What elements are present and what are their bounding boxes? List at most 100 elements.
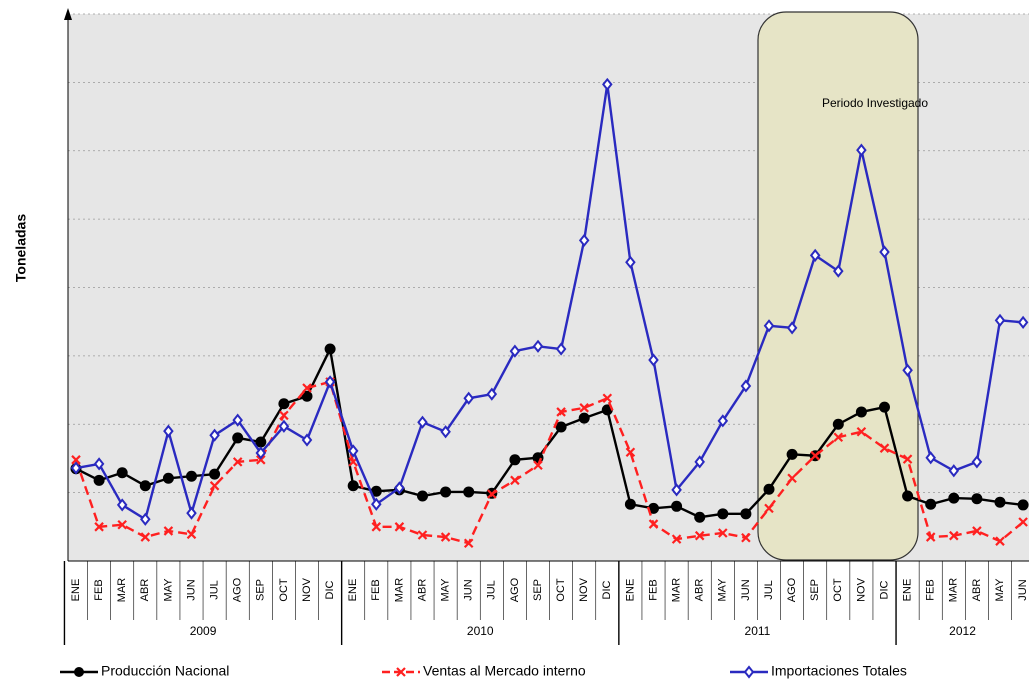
point — [902, 363, 913, 377]
point — [347, 444, 359, 458]
x-tick-label: JUN — [463, 579, 475, 600]
point — [879, 443, 890, 453]
point — [902, 490, 914, 502]
x-tick-label: JUL — [486, 580, 498, 600]
x-tick-label: SEP — [532, 579, 544, 601]
x-tick-label: MAY — [717, 578, 729, 602]
point — [786, 321, 798, 335]
x-tick-label: MAR — [116, 578, 128, 603]
point — [555, 342, 567, 356]
x-tick-label: JUL — [209, 580, 221, 600]
legend-item: Ventas al Mercado interno — [382, 663, 586, 679]
point — [186, 470, 197, 482]
x-tick-label: OCT — [278, 578, 290, 602]
point — [140, 532, 151, 542]
x-tick-label: MAR — [671, 578, 683, 603]
point — [394, 522, 405, 532]
point — [602, 393, 613, 404]
point — [71, 455, 81, 465]
point — [486, 387, 498, 401]
point — [532, 339, 544, 353]
point — [209, 468, 221, 480]
point — [718, 528, 728, 538]
point — [740, 508, 752, 520]
annotation: Periodo Investigado — [822, 96, 928, 110]
x-tick-label: FEB — [93, 579, 105, 600]
x-tick-label: MAY — [994, 578, 1006, 602]
point — [925, 498, 937, 510]
point — [232, 413, 243, 427]
point — [533, 460, 543, 471]
legend-item: Producción Nacional — [60, 663, 229, 679]
point — [717, 508, 729, 520]
x-tick-label: NOV — [578, 577, 590, 602]
point — [763, 483, 775, 495]
point — [394, 481, 405, 495]
point — [948, 492, 960, 504]
point — [255, 436, 267, 448]
point — [694, 511, 706, 523]
legend-label: Ventas al Mercado interno — [423, 663, 586, 679]
x-tick-label: FEB — [647, 579, 659, 600]
x-tick-label: AGO — [786, 577, 798, 602]
point — [417, 490, 428, 502]
point — [370, 485, 382, 497]
point — [809, 248, 821, 262]
point — [440, 486, 452, 498]
group-label: 2009 — [190, 624, 217, 638]
group-label: 2012 — [949, 624, 976, 638]
x-tick-label: DIC — [878, 580, 890, 599]
point — [787, 473, 797, 484]
legend-marker — [74, 667, 84, 677]
point — [624, 498, 636, 510]
x-tick-label: ENE — [347, 579, 359, 602]
point — [995, 536, 1005, 546]
point — [162, 472, 174, 484]
point — [948, 464, 960, 478]
point — [1018, 517, 1028, 527]
point — [186, 529, 197, 540]
point — [741, 532, 751, 543]
point — [1017, 315, 1029, 329]
x-tick-label: ABR — [971, 579, 983, 602]
point — [324, 343, 336, 355]
x-tick-label: NOV — [301, 577, 313, 602]
y-axis-arrow — [64, 8, 72, 20]
group-label: 2010 — [467, 624, 494, 638]
x-tick-label: JUN — [740, 579, 752, 600]
point — [255, 446, 267, 460]
point — [302, 383, 312, 393]
point — [671, 500, 683, 512]
point — [810, 450, 820, 461]
point — [140, 512, 151, 526]
point — [856, 143, 867, 157]
point — [555, 421, 567, 433]
point — [163, 526, 174, 536]
point — [117, 519, 127, 530]
point — [209, 428, 220, 442]
point — [463, 486, 475, 498]
point — [832, 418, 844, 430]
x-tick-label: MAY — [440, 578, 452, 602]
point — [971, 455, 983, 469]
point — [301, 390, 313, 402]
y-axis-label: Toneladas — [13, 214, 29, 282]
point — [509, 344, 521, 358]
point — [879, 245, 890, 259]
point — [856, 426, 867, 437]
point — [417, 415, 428, 429]
point — [994, 496, 1006, 508]
point — [509, 454, 521, 466]
point — [625, 447, 636, 458]
x-tick-label: MAR — [393, 578, 405, 603]
x-tick-label: DIC — [601, 580, 613, 599]
point — [324, 375, 336, 389]
point — [671, 534, 682, 544]
point — [648, 502, 659, 514]
point — [209, 481, 220, 491]
point — [648, 353, 659, 367]
x-tick-label: OCT — [555, 578, 567, 602]
point — [786, 448, 798, 460]
point — [93, 474, 105, 486]
point — [301, 433, 313, 447]
